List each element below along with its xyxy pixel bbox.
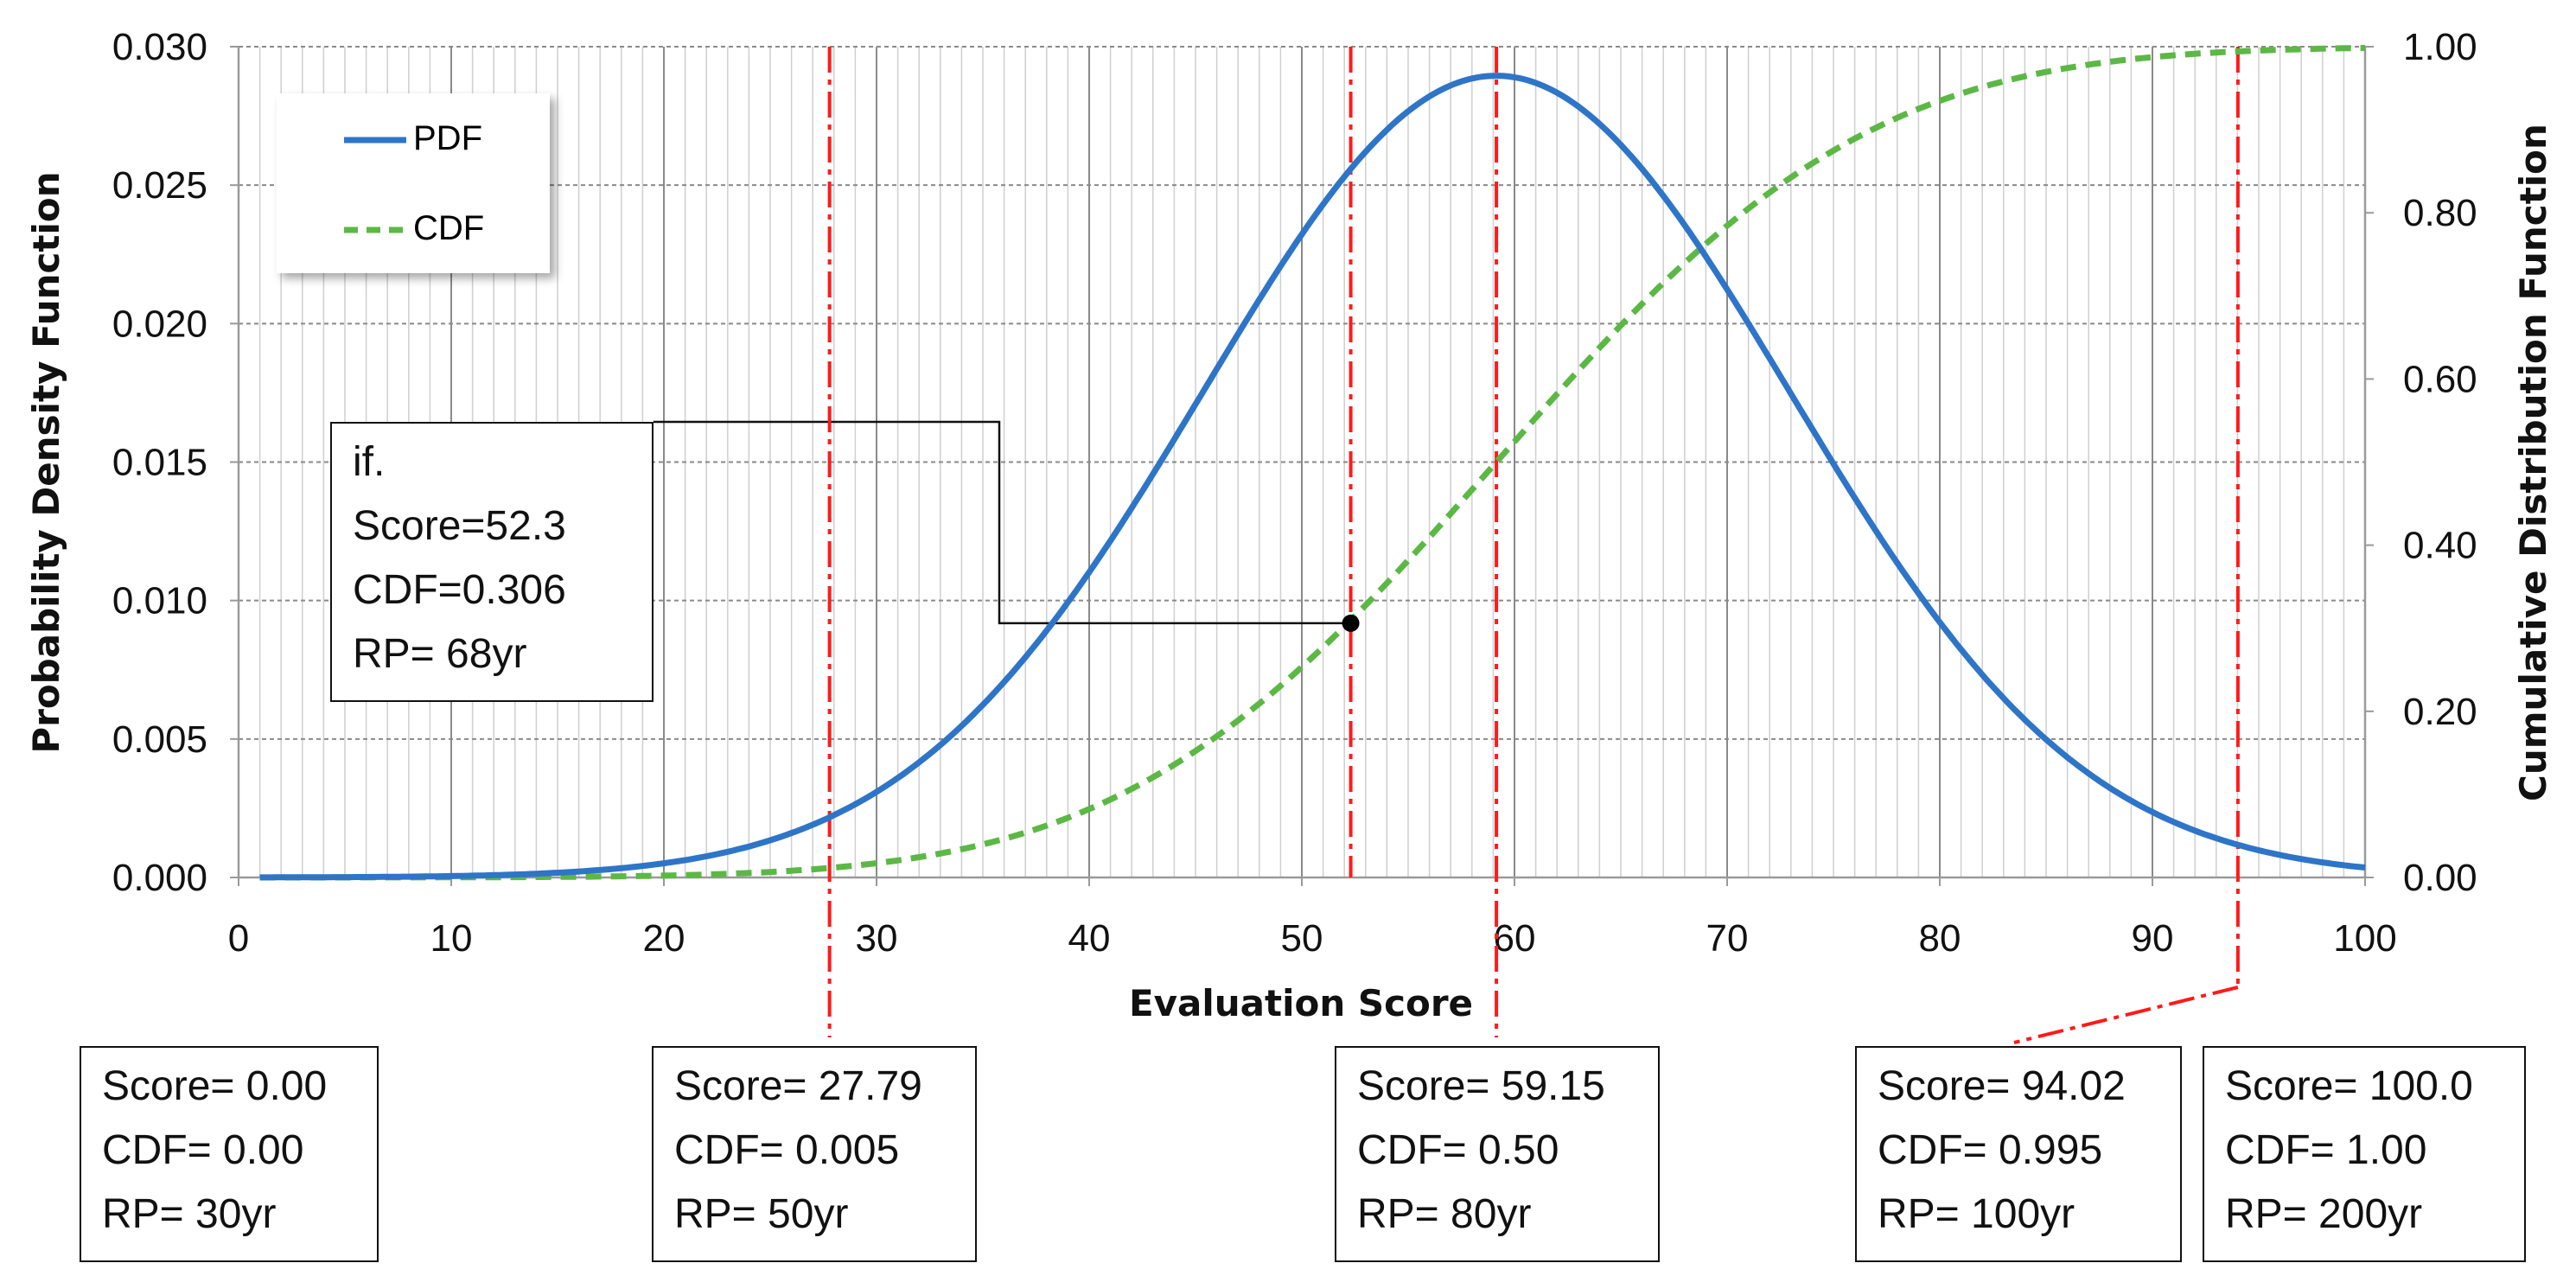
- if-title: if.: [353, 439, 386, 485]
- y-tick-label: 0.020: [112, 303, 207, 345]
- score-box-score: Score= 0.00: [102, 1063, 328, 1109]
- y-axis-title: Probability Density Function: [25, 171, 67, 753]
- curves: [259, 45, 2366, 881]
- x-tick-label: 20: [643, 917, 685, 960]
- y2-tick-label: 0.60: [2403, 358, 2477, 400]
- reference-lines: [827, 47, 2240, 1044]
- y-tick-label: 0.010: [112, 580, 207, 622]
- legend: PDF CDF: [277, 93, 550, 273]
- y-tick-label: 0.005: [112, 718, 207, 761]
- if-rp: RP= 68yr: [353, 631, 527, 677]
- score-box-score: Score= 59.15: [1357, 1063, 1605, 1109]
- legend-pdf-label: PDF: [413, 119, 482, 157]
- y2-tick-label: 0.80: [2403, 192, 2477, 234]
- y2-tick-label: 0.00: [2403, 857, 2477, 899]
- y-tick-label: 0.025: [112, 164, 207, 207]
- tick-labels: 0 10 20 30 40 50 60 70 80 90 100 0.000 0.005 0.010 0.0…: [112, 26, 2477, 960]
- legend-cdf-label: CDF: [413, 209, 485, 247]
- score-box-cdf: CDF= 1.00: [2225, 1127, 2427, 1173]
- y2-tick-label: 0.20: [2403, 691, 2477, 733]
- score-box-cdf: CDF= 0.995: [1878, 1127, 2103, 1173]
- x-axis-title: Evaluation Score: [1129, 982, 1473, 1024]
- x-tick-label: 0: [228, 917, 249, 960]
- score-box-0: Score= 0.00 CDF= 0.00 RP= 30yr: [80, 1046, 379, 1262]
- score-box-rp: RP= 100yr: [1878, 1191, 2075, 1237]
- x-tick-label: 70: [1706, 917, 1749, 960]
- x-tick-label: 50: [1281, 917, 1323, 960]
- x-tick-label: 30: [856, 917, 898, 960]
- y2-tick-label: 1.00: [2403, 26, 2477, 68]
- x-tick-label: 90: [2132, 917, 2174, 960]
- score-box-cdf: CDF= 0.005: [674, 1127, 900, 1173]
- if-score: Score=52.3: [353, 503, 566, 549]
- score-box-score: Score= 94.02: [1878, 1063, 2126, 1109]
- score-box-score: Score= 100.0: [2225, 1063, 2473, 1109]
- x-tick-label: 40: [1068, 917, 1111, 960]
- reference-connector: [2013, 986, 2239, 1044]
- score-box-4: Score= 100.0 CDF= 1.00 RP= 200yr: [2203, 1046, 2526, 1262]
- score-box-rp: RP= 200yr: [2225, 1191, 2423, 1237]
- score-box-3: Score= 94.02 CDF= 0.995 RP= 100yr: [1855, 1046, 2182, 1262]
- y-tick-label: 0.015: [112, 442, 207, 484]
- if-annotation-box: if. Score=52.3 CDF=0.306 RP= 68yr: [330, 422, 654, 702]
- score-box-cdf: CDF= 0.50: [1357, 1127, 1559, 1173]
- pdf-series-line: [259, 73, 2366, 881]
- y2-tick-label: 0.40: [2403, 525, 2477, 567]
- x-tick-label: 80: [1919, 917, 1961, 960]
- score-box-rp: RP= 30yr: [102, 1191, 277, 1237]
- highlight-point: [1342, 614, 1360, 632]
- cdf-series-line: [259, 45, 2365, 881]
- y2-axis-title: Cumulative Distribution Function: [2512, 124, 2554, 801]
- if-cdf: CDF=0.306: [353, 567, 566, 613]
- legend-swatches: [344, 137, 406, 233]
- callout-lines: [654, 420, 1351, 625]
- if-callout-leader: [654, 420, 1351, 625]
- y-tick-label: 0.000: [112, 857, 207, 899]
- x-tick-label: 60: [1494, 917, 1536, 960]
- score-box-rp: RP= 80yr: [1357, 1191, 1532, 1237]
- score-box-score: Score= 27.79: [674, 1063, 922, 1109]
- x-tick-label: 10: [430, 917, 473, 960]
- score-box-rp: RP= 50yr: [674, 1191, 849, 1237]
- score-box-1: Score= 27.79 CDF= 0.005 RP= 50yr: [652, 1046, 977, 1262]
- y-tick-label: 0.030: [112, 26, 207, 68]
- x-tick-label: 100: [2333, 917, 2396, 960]
- score-box-2: Score= 59.15 CDF= 0.50 RP= 80yr: [1335, 1046, 1660, 1262]
- score-box-cdf: CDF= 0.00: [102, 1127, 304, 1173]
